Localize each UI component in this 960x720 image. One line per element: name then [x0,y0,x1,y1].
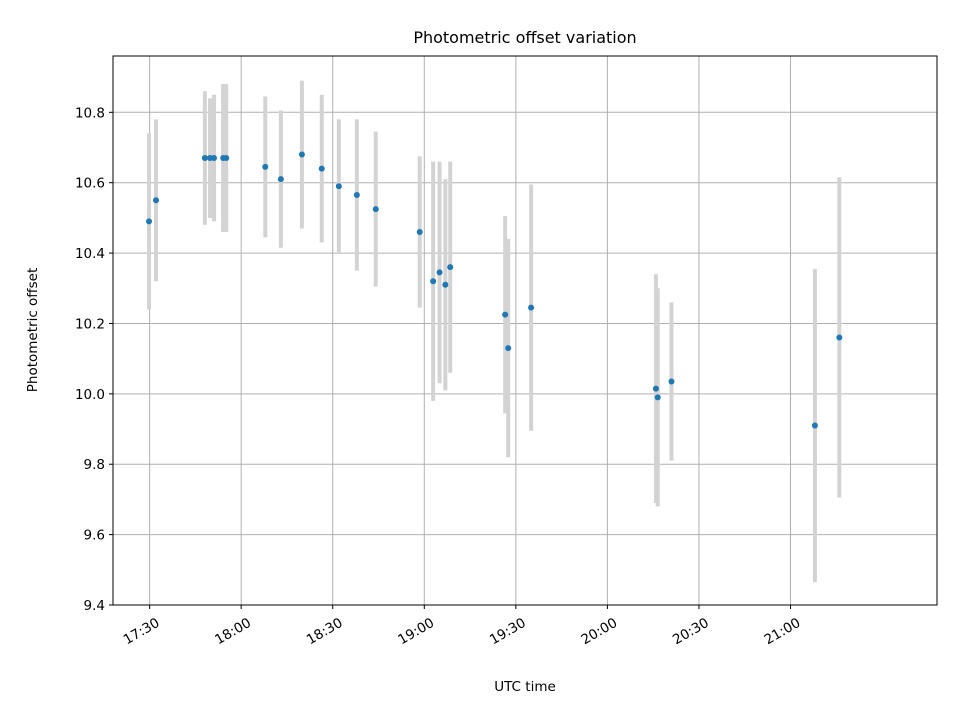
plot-frame [112,55,938,606]
data-point [652,385,659,392]
data-point [318,165,325,172]
y-axis-label: Photometric offset [25,268,41,392]
data-point [353,192,360,199]
y-tick-label: 9.8 [84,457,105,473]
y-axis: 9.4 9.6 9.8 10.0 10.2 10.4 10.6 10.8 [75,105,113,614]
data-point [836,334,843,341]
data-point [335,183,342,190]
x-axis: 17:30 18:00 18:30 19:00 19:30 20:00 20:30 21:00 [121,605,804,648]
data-point [277,176,284,183]
data-point [430,278,437,285]
data-point [146,218,153,225]
y-tick-label: 10.0 [75,387,105,403]
y-tick-label: 10.8 [75,105,105,121]
y-tick-label: 9.4 [84,598,105,614]
data-point [528,304,535,311]
data-point [811,422,818,429]
data-point [654,394,661,401]
data-point [298,151,305,158]
chart-title: Photometric offset variation [413,28,636,47]
y-tick-label: 10.4 [75,246,105,262]
x-tick-label: 18:30 [304,615,346,648]
data-points [146,151,843,429]
data-point [416,228,423,235]
x-tick-label: 20:30 [670,615,712,648]
x-tick-label: 17:30 [121,615,163,648]
data-point [262,163,269,170]
y-tick-label: 10.6 [75,176,105,192]
x-tick-label: 20:00 [579,615,621,648]
data-point [436,269,443,276]
data-point [502,311,509,318]
data-point [447,264,454,271]
x-tick-label: 19:00 [395,615,437,648]
x-axis-label: UTC time [494,679,556,695]
x-tick-label: 21:00 [762,615,804,648]
grid [113,56,937,606]
data-point [153,197,160,204]
data-point [372,206,379,213]
errorbars [147,80,842,583]
data-point [211,155,218,162]
data-point [505,345,512,352]
y-tick-label: 9.6 [84,528,105,544]
data-point [223,155,230,162]
x-tick-label: 18:00 [212,615,254,648]
y-tick-label: 10.2 [75,316,105,332]
data-point [442,281,449,288]
data-point [668,378,675,385]
data-point [201,155,208,162]
x-tick-label: 19:30 [487,615,529,648]
